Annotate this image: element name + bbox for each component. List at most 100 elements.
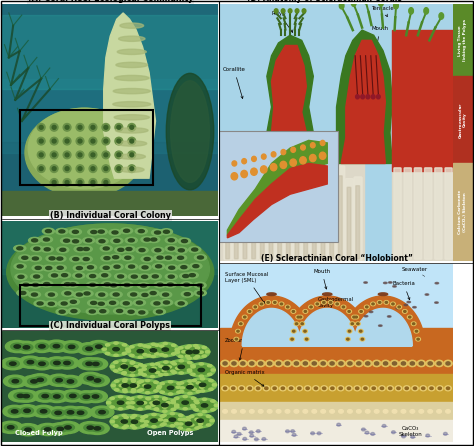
Circle shape [43, 265, 55, 271]
Circle shape [162, 404, 168, 407]
Ellipse shape [387, 316, 391, 317]
Circle shape [171, 370, 175, 372]
Bar [453, 4, 473, 76]
Circle shape [129, 368, 136, 371]
Ellipse shape [420, 333, 426, 340]
Circle shape [198, 256, 203, 259]
Circle shape [102, 137, 110, 145]
Circle shape [37, 408, 50, 415]
Circle shape [415, 330, 418, 332]
Circle shape [182, 240, 188, 243]
Circle shape [304, 310, 307, 312]
Circle shape [175, 248, 187, 253]
Circle shape [8, 408, 21, 415]
Circle shape [417, 360, 426, 367]
Circle shape [146, 346, 151, 348]
Circle shape [164, 415, 182, 424]
Circle shape [178, 418, 182, 421]
Circle shape [115, 165, 123, 173]
Circle shape [428, 409, 432, 413]
Ellipse shape [378, 293, 388, 296]
Circle shape [177, 391, 181, 393]
FancyBboxPatch shape [356, 186, 360, 259]
Circle shape [78, 153, 82, 157]
Circle shape [134, 421, 138, 423]
Circle shape [276, 409, 281, 413]
Ellipse shape [450, 332, 456, 339]
Circle shape [70, 300, 76, 303]
Circle shape [120, 421, 125, 423]
Circle shape [121, 420, 128, 423]
Circle shape [211, 369, 215, 371]
Circle shape [134, 380, 162, 394]
Circle shape [77, 343, 101, 355]
Circle shape [146, 380, 150, 382]
Circle shape [444, 360, 452, 367]
Circle shape [110, 284, 117, 287]
Circle shape [89, 124, 97, 131]
Circle shape [298, 315, 303, 319]
Circle shape [319, 360, 328, 367]
Circle shape [183, 283, 190, 286]
Circle shape [114, 354, 118, 356]
Circle shape [127, 406, 131, 408]
Circle shape [64, 283, 71, 285]
Circle shape [331, 387, 334, 389]
Circle shape [170, 425, 174, 427]
Circle shape [17, 247, 23, 250]
Circle shape [76, 165, 84, 173]
Circle shape [44, 248, 50, 251]
Circle shape [115, 362, 133, 371]
Circle shape [365, 306, 368, 308]
Circle shape [181, 383, 199, 392]
Circle shape [164, 361, 168, 363]
Circle shape [303, 330, 307, 333]
Polygon shape [285, 296, 369, 346]
Circle shape [372, 387, 375, 389]
Circle shape [131, 293, 137, 296]
Circle shape [144, 257, 150, 260]
Circle shape [71, 310, 77, 313]
Circle shape [102, 342, 130, 356]
Circle shape [402, 310, 407, 313]
Circle shape [194, 400, 198, 402]
Circle shape [138, 344, 143, 346]
Circle shape [196, 382, 201, 384]
Circle shape [123, 390, 128, 392]
Circle shape [446, 362, 450, 365]
Circle shape [103, 266, 109, 269]
Circle shape [128, 124, 136, 131]
Circle shape [314, 387, 318, 389]
Ellipse shape [438, 330, 444, 337]
Circle shape [163, 349, 167, 351]
Circle shape [376, 95, 380, 99]
Circle shape [90, 283, 96, 286]
FancyBboxPatch shape [250, 173, 258, 260]
Circle shape [15, 341, 38, 353]
Circle shape [262, 154, 266, 159]
Circle shape [392, 303, 394, 305]
Circle shape [154, 309, 165, 314]
Circle shape [357, 323, 359, 325]
Circle shape [291, 430, 294, 433]
Circle shape [198, 368, 205, 372]
Circle shape [195, 347, 200, 349]
Circle shape [37, 137, 45, 145]
Circle shape [106, 344, 110, 346]
Circle shape [163, 398, 167, 400]
Circle shape [155, 353, 159, 355]
Circle shape [139, 292, 151, 298]
Circle shape [130, 370, 135, 372]
Circle shape [166, 402, 170, 404]
Circle shape [37, 378, 44, 381]
Circle shape [182, 351, 186, 353]
Circle shape [241, 362, 245, 365]
Circle shape [240, 387, 243, 389]
Circle shape [175, 367, 180, 369]
Circle shape [91, 167, 95, 170]
Circle shape [65, 181, 69, 184]
Circle shape [126, 264, 137, 269]
Circle shape [145, 416, 163, 425]
Circle shape [362, 386, 369, 391]
Circle shape [39, 345, 45, 348]
